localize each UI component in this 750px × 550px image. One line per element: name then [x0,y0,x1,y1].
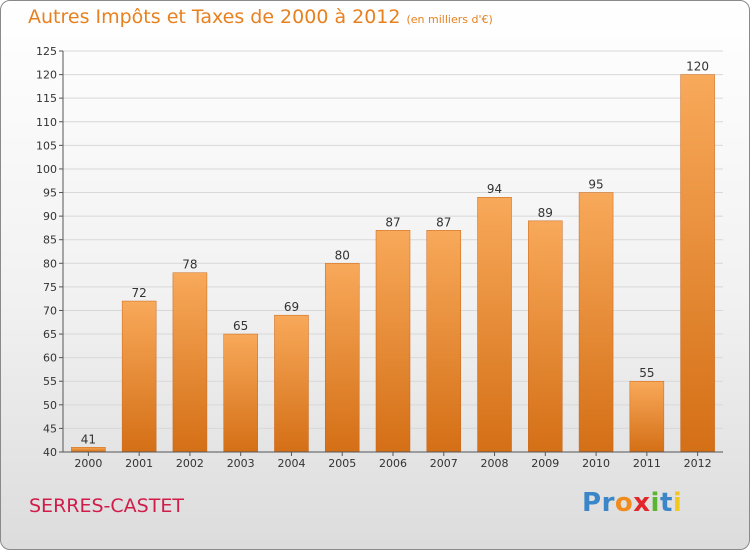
logo-letter: r [601,488,615,518]
y-tick-label: 65 [43,328,57,341]
x-tick-label: 2010 [582,457,610,470]
y-tick-label: 105 [36,139,57,152]
logo-letter: x [633,488,651,518]
y-tick-label: 85 [43,234,57,247]
x-tick-label: 2005 [328,457,356,470]
x-tick-label: 2006 [379,457,407,470]
y-tick-label: 60 [43,352,57,365]
y-tick-label: 40 [43,446,57,459]
bar-value-label: 55 [639,366,654,380]
y-tick-label: 70 [43,304,57,317]
bar-value-label: 87 [385,215,400,229]
bar[interactable] [375,230,411,453]
bar[interactable] [477,196,512,453]
logo-letter: P [582,488,602,518]
x-tick-label: 2012 [684,457,712,470]
y-tick-label: 95 [43,187,57,200]
x-tick-label: 2007 [430,457,458,470]
y-tick-label: 115 [36,92,57,105]
y-tick-label: 80 [43,257,57,270]
y-tick-label: 55 [43,375,57,388]
bar[interactable] [629,380,665,453]
bar-value-label: 87 [436,215,451,229]
bar-value-label: 120 [686,60,709,74]
bar-value-label: 72 [132,286,147,300]
x-tick-label: 2009 [531,457,559,470]
bar-value-label: 65 [233,319,248,333]
commune-name: SERRES-CASTET [29,495,184,517]
bar-value-label: 80 [335,248,350,262]
y-tick-label: 110 [36,116,57,129]
y-tick-label: 120 [36,69,57,82]
bar[interactable] [426,230,462,453]
y-tick-label: 100 [36,163,57,176]
bar-value-label: 41 [81,432,96,446]
y-tick-label: 90 [43,210,57,223]
bar[interactable] [223,333,258,453]
x-tick-label: 2004 [277,457,305,470]
logo-letter: t [659,488,673,518]
x-tick-label: 2011 [633,457,661,470]
bar[interactable] [172,272,208,453]
bar[interactable] [680,74,715,453]
bars-layer [71,74,715,453]
labels-layer: 41 2000 72 2001 78 2002 65 2003 69 2004 80 2005 87 20… [74,60,711,470]
logo-letter: i [672,488,683,518]
y-tick-label: 50 [43,399,57,412]
y-tick-label: 45 [43,422,57,435]
bar-value-label: 69 [284,300,299,314]
axis-layer: 40 45 50 55 60 65 70 75 80 85 90 95 100 105 110 115 120 1… [36,45,723,459]
bar-value-label: 89 [538,206,553,220]
logo-letter: i [650,488,660,518]
bar-value-label: 94 [487,182,502,196]
bar-value-label: 78 [182,258,197,272]
chart-title: Autres Impôts et Taxes de 2000 à 2012 (en… [28,6,493,28]
x-tick-label: 2008 [481,457,509,470]
bar[interactable] [274,314,309,453]
x-tick-label: 2002 [176,457,204,470]
x-tick-label: 2003 [227,457,255,470]
chart-subtitle: (en milliers d'€) [406,13,493,26]
bar[interactable] [578,192,614,453]
bar[interactable] [528,220,563,453]
x-tick-label: 2000 [74,457,102,470]
proxiti-logo[interactable]: Proxiti [582,488,682,518]
title-text: Autres Impôts et Taxes de 2000 à 2012 [28,6,401,28]
logo-letter: o [614,488,634,518]
x-tick-label: 2001 [125,457,153,470]
y-tick-label: 125 [36,45,57,58]
bar-value-label: 95 [588,178,603,192]
bar[interactable] [324,263,360,453]
bar[interactable] [71,447,106,453]
bar[interactable] [121,300,157,453]
y-tick-label: 75 [43,281,57,294]
